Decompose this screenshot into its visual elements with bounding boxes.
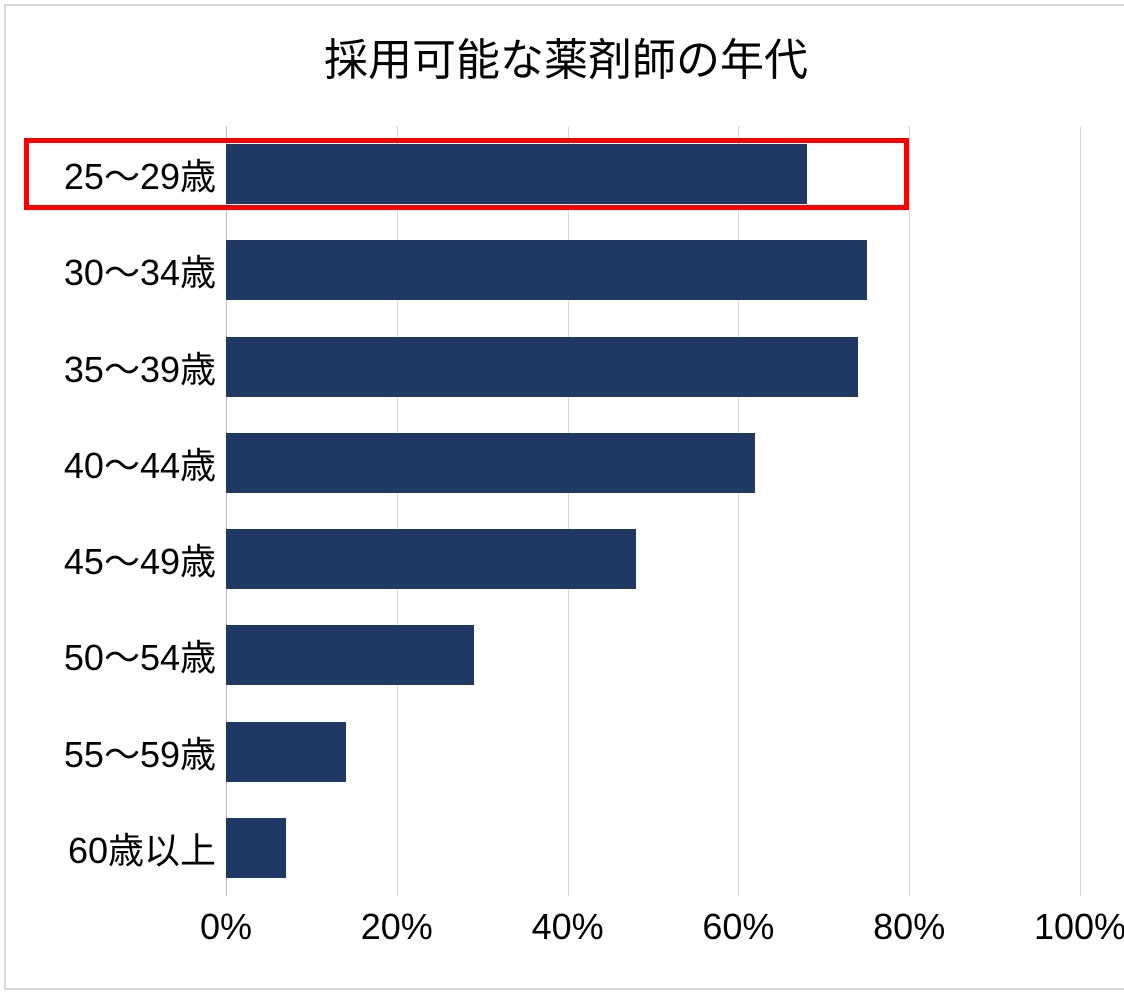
chart-row: 35～39歳: [6, 319, 1124, 415]
x-tick-label: 0%: [200, 906, 252, 948]
chart-row: 60歳以上: [6, 800, 1124, 896]
category-label: 50～54歳: [6, 629, 216, 681]
x-axis: 0% 20% 40% 60% 80% 100%: [6, 906, 1124, 966]
category-label: 30～34歳: [6, 244, 216, 296]
bar: [226, 625, 474, 685]
chart-row: 50～54歳: [6, 607, 1124, 703]
chart-row: 45～49歳: [6, 511, 1124, 607]
chart-row: 30～34歳: [6, 222, 1124, 318]
bar: [226, 144, 807, 204]
chart-row: 40～44歳: [6, 415, 1124, 511]
x-tick-label: 20%: [361, 906, 433, 948]
bar: [226, 722, 346, 782]
x-tick-label: 100%: [1034, 906, 1124, 948]
chart-title: 採用可能な薬剤師の年代: [6, 24, 1124, 88]
category-label: 45～49歳: [6, 533, 216, 585]
bar: [226, 337, 858, 397]
plot-area: 25～29歳 30～34歳 35～39歳 40～44歳 45～49歳 50～54歳 55～5…: [6, 126, 1124, 896]
category-label: 60歳以上: [6, 822, 216, 874]
bar: [226, 529, 636, 589]
bar: [226, 818, 286, 878]
category-label: 55～59歳: [6, 726, 216, 778]
category-label: 35～39歳: [6, 341, 216, 393]
bar: [226, 240, 867, 300]
x-tick-label: 80%: [873, 906, 945, 948]
chart-row: 55～59歳: [6, 704, 1124, 800]
category-label: 40～44歳: [6, 437, 216, 489]
x-tick-label: 60%: [702, 906, 774, 948]
category-label: 25～29歳: [6, 148, 216, 200]
chart-row: 25～29歳: [6, 126, 1124, 222]
chart-frame: 採用可能な薬剤師の年代 25～29歳 30～34歳 35～39歳 40～44歳 45～4…: [4, 4, 1124, 990]
x-tick-label: 40%: [532, 906, 604, 948]
bar: [226, 433, 755, 493]
